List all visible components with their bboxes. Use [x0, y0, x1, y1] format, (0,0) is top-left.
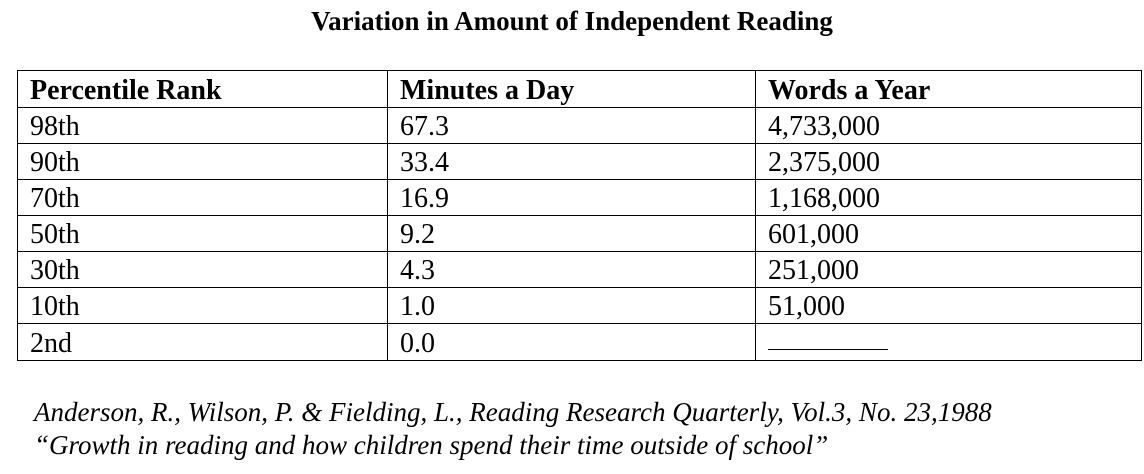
table-row: 70th 16.9 1,168,000 [17, 179, 1142, 216]
percentile-rank-cell: 50th [17, 215, 388, 252]
citation-reference: Anderson, R., Wilson, P. & Fielding, L.,… [34, 397, 992, 427]
table-row: 2nd 0.0 [17, 323, 1142, 361]
words-a-year-cell-blank [755, 323, 1142, 361]
words-a-year-cell: 2,375,000 [755, 143, 1142, 180]
table-title: Variation in Amount of Independent Readi… [311, 6, 833, 36]
minutes-a-day-cell: 67.3 [387, 107, 756, 144]
words-a-year-cell: 251,000 [755, 251, 1142, 288]
column-header-minutes-a-day: Minutes a Day [387, 70, 756, 108]
words-a-year-cell: 601,000 [755, 215, 1142, 252]
minutes-a-day-cell: 0.0 [387, 323, 756, 361]
words-a-year-cell: 4,733,000 [755, 107, 1142, 144]
table-row: 30th 4.3 251,000 [17, 251, 1142, 288]
citation: Anderson, R., Wilson, P. & Fielding, L.,… [34, 396, 992, 462]
table-row: 98th 67.3 4,733,000 [17, 107, 1142, 144]
minutes-a-day-cell: 9.2 [387, 215, 756, 252]
percentile-rank-cell: 70th [17, 179, 388, 216]
words-a-year-cell: 51,000 [755, 287, 1142, 324]
minutes-a-day-cell: 1.0 [387, 287, 756, 324]
words-a-year-cell: 1,168,000 [755, 179, 1142, 216]
blank-underline [768, 349, 888, 350]
percentile-rank-cell: 2nd [17, 323, 388, 361]
citation-article-title: “Growth in reading and how children spen… [34, 430, 829, 460]
percentile-rank-cell: 30th [17, 251, 388, 288]
table-row: 50th 9.2 601,000 [17, 215, 1142, 252]
percentile-rank-cell: 10th [17, 287, 388, 324]
column-header-words-a-year: Words a Year [755, 70, 1142, 108]
minutes-a-day-cell: 4.3 [387, 251, 756, 288]
minutes-a-day-cell: 16.9 [387, 179, 756, 216]
table-row: 90th 33.4 2,375,000 [17, 143, 1142, 180]
percentile-rank-cell: 98th [17, 107, 388, 144]
header-row: Percentile Rank Minutes a Day Words a Ye… [17, 70, 1142, 108]
reading-table: Percentile Rank Minutes a Day Words a Ye… [17, 70, 1142, 361]
minutes-a-day-cell: 33.4 [387, 143, 756, 180]
table-row: 10th 1.0 51,000 [17, 287, 1142, 324]
column-header-percentile-rank: Percentile Rank [17, 70, 388, 108]
percentile-rank-cell: 90th [17, 143, 388, 180]
